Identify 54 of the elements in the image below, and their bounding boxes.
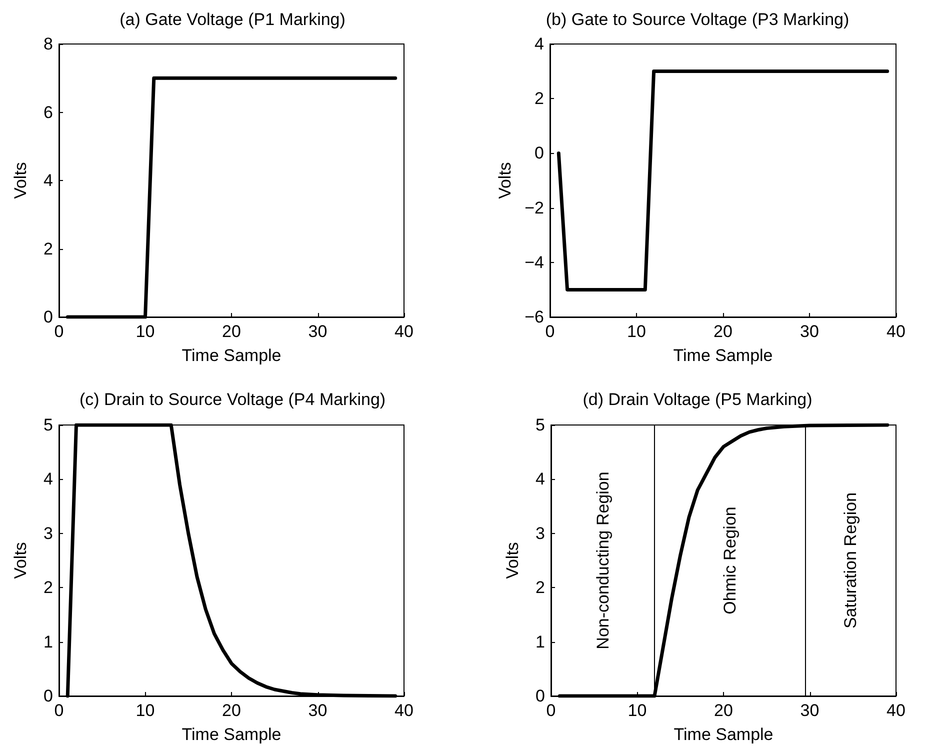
x-axis-title: Time Sample [182, 346, 282, 365]
y-axis-title: Volts [11, 162, 30, 199]
y-tick-label: 4 [44, 171, 53, 190]
x-tick-label: 30 [800, 701, 820, 720]
chart-title: (b) Gate to Source Voltage (P3 Marking) [546, 10, 850, 29]
x-tick-label: 10 [136, 322, 155, 341]
x-axis-title: Time Sample [674, 725, 774, 744]
y-axis-title: Volts [11, 542, 30, 579]
y-tick-label: −6 [524, 308, 544, 326]
x-tick-label: 10 [627, 322, 646, 341]
annotation: Saturation Region [841, 492, 860, 629]
y-tick-label: 0 [534, 144, 544, 163]
chart-title: (d) Drain Voltage (P5 Marking) [582, 390, 812, 409]
x-tick-label: 10 [628, 701, 647, 720]
annotation: Non-conducting Region [593, 472, 612, 650]
y-tick-label: −4 [524, 252, 544, 272]
y-tick-label: −2 [524, 198, 544, 218]
y-tick-label: 4 [44, 470, 53, 489]
y-tick-label: 3 [44, 524, 53, 543]
x-tick-label: 40 [886, 322, 906, 341]
y-tick-label: 2 [534, 89, 544, 108]
y-tick-label: 8 [44, 34, 53, 54]
x-axis-title: Time Sample [182, 725, 282, 744]
y-tick-label: 5 [44, 416, 53, 434]
y-tick-label: 4 [534, 34, 544, 54]
x-axis-title: Time Sample [673, 346, 773, 365]
x-tick-label: 30 [308, 701, 328, 720]
chart-title: (a) Gate Voltage (P1 Marking) [120, 10, 346, 29]
chart-title: (c) Drain to Source Voltage (P4 Marking) [79, 390, 386, 409]
y-tick-label: 6 [44, 102, 53, 122]
x-tick-label: 20 [714, 701, 733, 720]
y-tick-label: 2 [536, 578, 545, 598]
x-tick-label: 40 [886, 701, 906, 720]
y-tick-label: 3 [536, 524, 545, 543]
annotation: Ohmic Region [720, 506, 740, 614]
y-axis-title: Volts [503, 542, 522, 579]
y-tick-label: 1 [44, 632, 53, 652]
y-tick-label: 0 [44, 686, 53, 706]
y-tick-label: 2 [44, 239, 53, 258]
y-tick-label: 0 [536, 686, 545, 706]
y-tick-label: 2 [44, 578, 53, 598]
y-tick-label: 5 [536, 416, 545, 434]
x-tick-label: 40 [394, 701, 414, 720]
x-tick-label: 40 [394, 322, 414, 341]
x-tick-label: 20 [714, 322, 732, 341]
x-tick-label: 10 [136, 701, 155, 720]
x-tick-label: 20 [222, 322, 241, 341]
y-axis-title: Volts [496, 162, 515, 199]
x-tick-label: 30 [308, 322, 328, 341]
y-tick-label: 4 [536, 470, 545, 489]
y-tick-label: 1 [536, 632, 545, 652]
x-tick-label: 20 [222, 701, 241, 720]
y-tick-label: 0 [44, 308, 53, 326]
x-tick-label: 30 [800, 322, 819, 341]
